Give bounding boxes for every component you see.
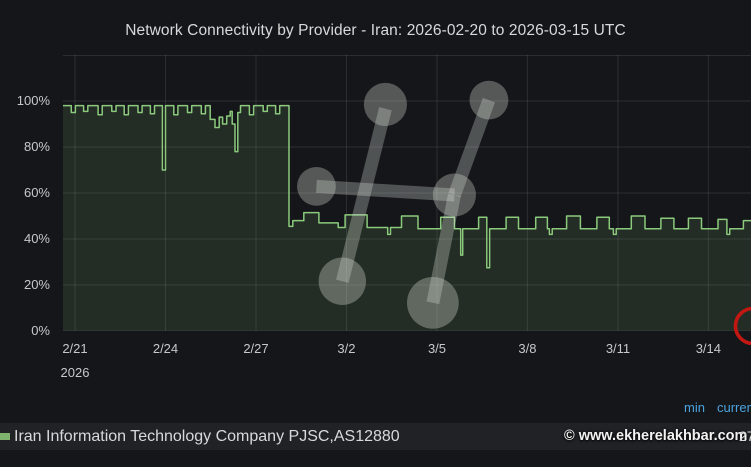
y-tick-label: 40% <box>23 231 50 246</box>
red-circle-annotation-icon <box>733 306 751 346</box>
x-tick-label: 3/14 <box>695 341 721 356</box>
x-tick-label: 2/27 <box>243 341 269 356</box>
y-tick-label: 100% <box>16 93 50 108</box>
x-axis-year-label: 2026 <box>60 365 90 380</box>
legend-stat-value-partial: 27 <box>739 428 751 444</box>
legend-row: Iran Information Technology Company PJSC… <box>0 423 751 450</box>
x-tick-label: 3/2 <box>337 341 356 356</box>
y-tick-label: 60% <box>23 185 50 200</box>
legend-series-label[interactable]: Iran Information Technology Company PJSC… <box>14 428 400 445</box>
x-tick-label: 3/11 <box>605 341 631 356</box>
connectivity-area-chart <box>63 55 751 331</box>
legend-color-swatch[interactable] <box>0 433 10 440</box>
x-tick-label: 3/8 <box>518 341 537 356</box>
x-tick-label: 2/21 <box>62 341 88 356</box>
x-tick-label: 3/5 <box>427 341 447 356</box>
y-tick-label: 20% <box>23 277 50 292</box>
page-title: Network Connectivity by Provider - Iran:… <box>125 22 626 39</box>
x-tick-label: 2/24 <box>152 341 179 356</box>
y-tick-label: 0% <box>31 323 50 338</box>
stat-header-current[interactable]: current <box>717 400 751 415</box>
stat-header-min[interactable]: min <box>684 400 705 415</box>
credit-watermark: © www.ekherelakhbar.com <box>564 428 748 444</box>
red-circle-stroke <box>733 306 751 346</box>
y-tick-label: 80% <box>23 139 50 154</box>
chart-plot-area[interactable]: NETBLOCKS ™ .ORG MAPPING INTERNET FREEDO… <box>63 55 751 331</box>
